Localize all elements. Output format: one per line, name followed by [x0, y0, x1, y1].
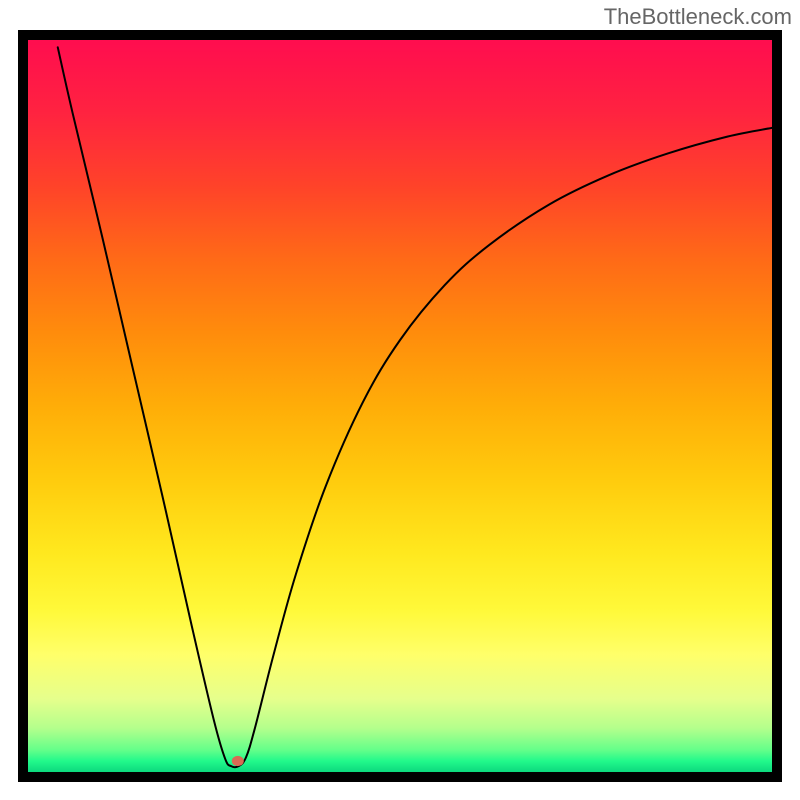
- plot-svg: [28, 40, 772, 772]
- optimal-point-marker: [232, 756, 244, 766]
- plot-frame: [18, 30, 782, 782]
- chart-container: TheBottleneck.com: [0, 0, 800, 800]
- watermark-text: TheBottleneck.com: [604, 4, 792, 30]
- plot-area: [28, 40, 772, 772]
- bottleneck-gradient: [28, 40, 772, 772]
